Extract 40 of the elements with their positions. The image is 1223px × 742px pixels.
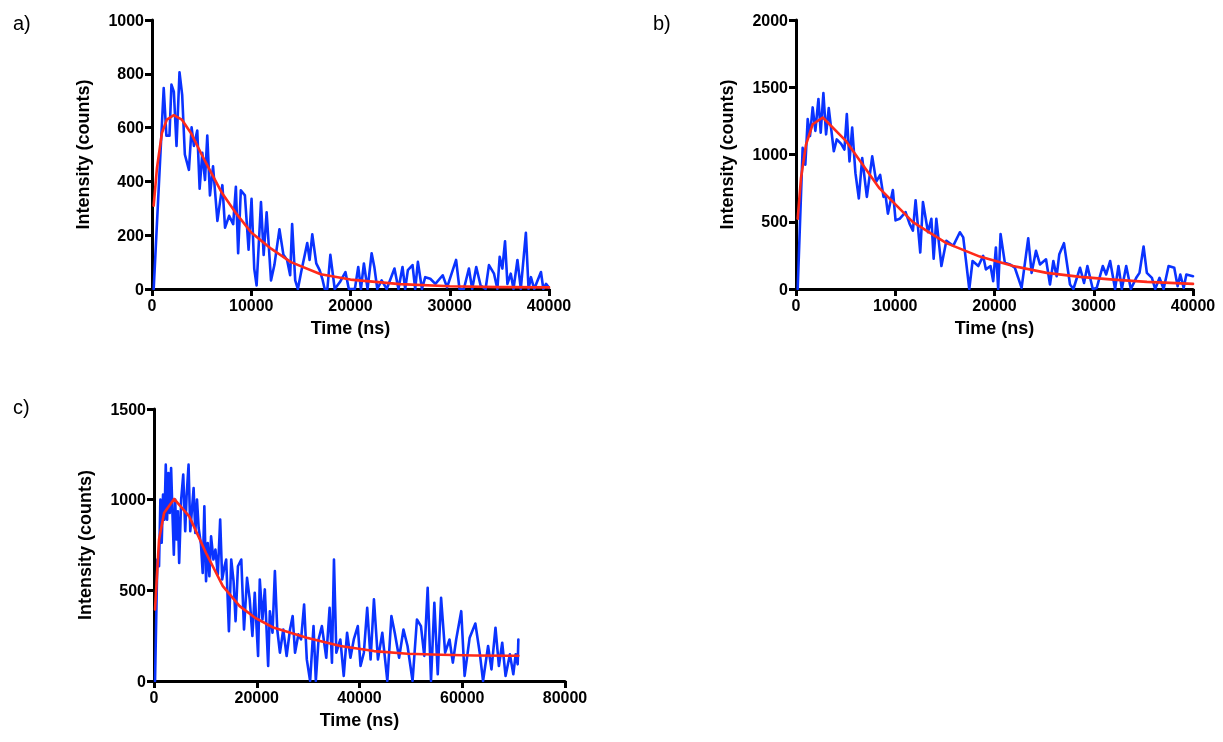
x-axis-title: Time (ns)	[319, 710, 400, 730]
x-tick-label: 40000	[526, 296, 572, 314]
y-tick-label: 400	[117, 172, 145, 190]
x-tick-label: 20000	[972, 296, 1017, 314]
y-tick-label: 0	[779, 280, 789, 298]
y-tick-label: 1500	[110, 400, 147, 418]
x-tick-label: 60000	[440, 688, 485, 706]
x-tick-label: 0	[149, 688, 159, 706]
x-tick-label: 10000	[229, 296, 274, 314]
line-series	[153, 497, 520, 658]
chart-title: c)	[13, 396, 30, 418]
x-axis-title: Time (ns)	[310, 318, 391, 338]
y-axis-title: Intensity (counts)	[75, 469, 95, 621]
x-tick-label: 20000	[234, 688, 280, 706]
chart-title: b)	[653, 12, 671, 34]
y-tick-label: 500	[761, 213, 789, 231]
y-tick-label: 1500	[752, 78, 789, 96]
y-tick-label: 0	[137, 672, 147, 690]
y-tick-label: 800	[117, 65, 145, 83]
x-tick-label: 40000	[337, 688, 382, 706]
y-tick-label: 2000	[752, 11, 789, 29]
y-tick-label: 500	[119, 581, 147, 599]
y-tick-label: 1000	[752, 146, 789, 163]
y-tick-label: 1000	[110, 491, 147, 509]
y-tick-label: 600	[117, 119, 145, 137]
x-tick-label: 80000	[542, 688, 588, 706]
chart-title: a)	[13, 12, 31, 34]
y-axis-title: Intensity (counts)	[73, 79, 93, 230]
x-tick-label: 30000	[1071, 296, 1117, 314]
x-tick-label: 40000	[1170, 296, 1216, 314]
x-tick-label: 20000	[328, 296, 373, 314]
x-tick-label: 0	[791, 296, 801, 314]
x-tick-label: 30000	[427, 296, 473, 314]
y-tick-label: 1000	[108, 11, 145, 29]
y-tick-label: 0	[135, 280, 145, 298]
x-tick-label: 10000	[873, 296, 918, 314]
y-tick-label: 200	[117, 226, 145, 244]
line-series	[153, 463, 520, 683]
x-axis-title: Time (ns)	[954, 318, 1035, 338]
y-axis-title: Intensity (counts)	[717, 79, 737, 230]
